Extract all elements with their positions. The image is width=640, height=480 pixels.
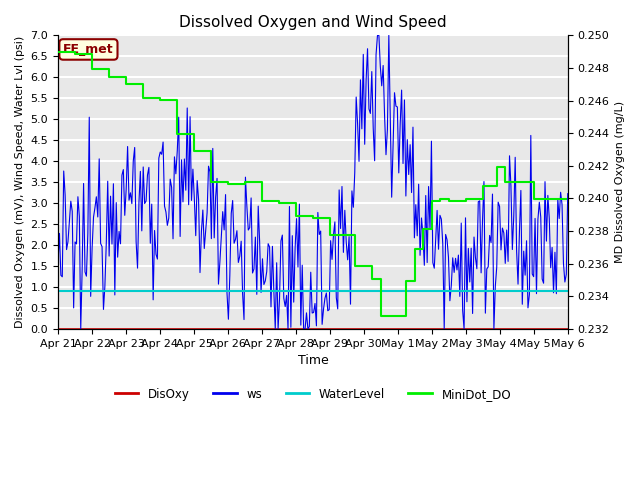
X-axis label: Time: Time	[298, 354, 328, 367]
Legend: DisOxy, ws, WaterLevel, MiniDot_DO: DisOxy, ws, WaterLevel, MiniDot_DO	[110, 383, 516, 405]
Title: Dissolved Oxygen and Wind Speed: Dissolved Oxygen and Wind Speed	[179, 15, 447, 30]
Y-axis label: MD Dissolved Oxygen (mg/L): MD Dissolved Oxygen (mg/L)	[615, 101, 625, 263]
Y-axis label: Dissolved Oxygen (mV), Wind Speed, Water Lvl (psi): Dissolved Oxygen (mV), Wind Speed, Water…	[15, 36, 25, 328]
Text: EE_met: EE_met	[63, 43, 114, 56]
